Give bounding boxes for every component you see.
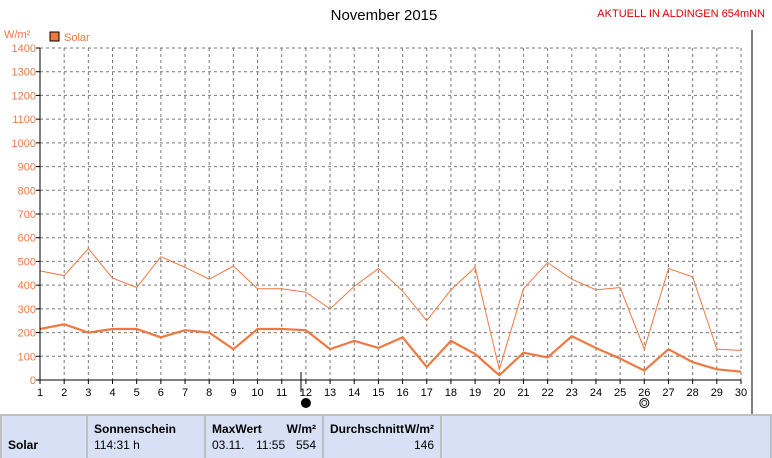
x-axis-ticks: 1 2 3 4 5 6 7 8 9 10 11 12 13 14 15 16 17 18 19 20 21 22 23 24 2…	[37, 380, 747, 399]
x-tick-label: 18	[445, 387, 457, 399]
y-tick-label: 700	[18, 209, 36, 221]
new-moon-inner	[641, 400, 648, 406]
avg-header: Durchschnitt	[330, 422, 405, 436]
x-tick-label: 26	[638, 387, 650, 399]
max-time: 11:55	[256, 438, 286, 452]
legend-label-solar: Solar	[64, 32, 90, 44]
x-tick-label: 9	[230, 387, 236, 399]
x-tick-label: 8	[206, 387, 212, 399]
x-tick-label: 29	[711, 387, 723, 399]
x-tick-label: 3	[85, 387, 91, 399]
x-tick-label: 19	[469, 387, 481, 399]
sunshine-header: Sonnenschein	[94, 422, 177, 436]
x-tick-label: 23	[566, 387, 578, 399]
y-axis-unit: W/m²	[4, 29, 31, 41]
x-tick-label: 17	[421, 387, 433, 399]
y-tick-label: 900	[18, 162, 36, 174]
stats-panel: Solar Sonnenschein 114:31 h MaxWert W/m²…	[0, 414, 772, 458]
stats-row-label: Solar	[8, 438, 39, 452]
sunshine-value: 114:31 h	[94, 438, 140, 452]
x-tick-label: 25	[614, 387, 626, 399]
station-label: AKTUELL IN ALDINGEN 654mNN	[597, 8, 765, 20]
y-tick-label: 800	[18, 185, 36, 197]
sunshine-cell: Sonnenschein 114:31 h	[88, 416, 204, 458]
avg-unit: W/m²	[404, 422, 434, 436]
solar-chart: 0 100 200 300 400 500 600 700 800 900 1000 1100 1200…	[0, 0, 772, 414]
y-axis-ticks: 0 100 200 300 400 500 600 700 800 900 1000 1100 1200…	[12, 43, 40, 387]
chart-title: November 2015	[331, 7, 438, 24]
moon-markers	[300, 398, 650, 408]
avg-value: 146	[413, 438, 434, 452]
max-unit: W/m²	[286, 422, 316, 436]
x-tick-label: 12	[300, 387, 312, 399]
x-tick-label: 28	[687, 387, 699, 399]
x-tick-label: 13	[324, 387, 336, 399]
y-tick-label: 0	[30, 375, 36, 387]
avg-cell: Durchschnitt W/m² 146	[324, 416, 440, 458]
x-tick-label: 4	[109, 387, 115, 399]
y-tick-label: 1000	[12, 138, 36, 150]
x-tick-label: 6	[158, 387, 164, 399]
y-tick-label: 200	[18, 328, 36, 340]
max-value: 554	[295, 438, 316, 452]
x-tick-label: 1	[37, 387, 43, 399]
x-tick-label: 16	[396, 387, 408, 399]
x-tick-label: 30	[735, 387, 747, 399]
max-date: 03.11.	[212, 438, 245, 452]
x-tick-label: 20	[493, 387, 505, 399]
x-tick-label: 24	[590, 387, 602, 399]
max-cell: MaxWert W/m² 03.11. 11:55 554	[206, 416, 322, 458]
y-tick-label: 100	[18, 351, 36, 363]
x-tick-label: 2	[61, 387, 67, 399]
empty-cell	[442, 416, 770, 458]
series-line-max	[39, 247, 742, 372]
series-lines	[39, 247, 742, 377]
chart-grid	[40, 47, 742, 380]
y-tick-label: 1100	[12, 114, 36, 126]
y-tick-label: 1400	[12, 43, 36, 55]
x-tick-label: 27	[662, 387, 674, 399]
x-tick-label: 22	[541, 387, 553, 399]
x-tick-label: 14	[348, 387, 360, 399]
x-tick-label: 10	[251, 387, 263, 399]
x-tick-label: 7	[182, 387, 188, 399]
y-tick-label: 300	[18, 304, 36, 316]
y-tick-label: 1200	[12, 90, 36, 102]
x-tick-label: 5	[134, 387, 140, 399]
y-tick-label: 600	[18, 233, 36, 245]
x-tick-label: 11	[276, 387, 287, 399]
chart-background	[0, 0, 772, 414]
x-tick-label: 21	[517, 387, 529, 399]
y-tick-label: 1300	[12, 67, 36, 79]
full-moon-marker	[300, 398, 311, 408]
legend-swatch-solar	[49, 31, 60, 42]
new-moon-marker	[639, 398, 650, 408]
x-tick-label: 15	[372, 387, 384, 399]
y-tick-label: 400	[18, 280, 36, 292]
stats-row-label-cell: Solar	[2, 416, 86, 458]
y-tick-label: 500	[18, 256, 36, 268]
max-header: MaxWert	[212, 422, 262, 436]
series-line-avg	[39, 323, 742, 377]
